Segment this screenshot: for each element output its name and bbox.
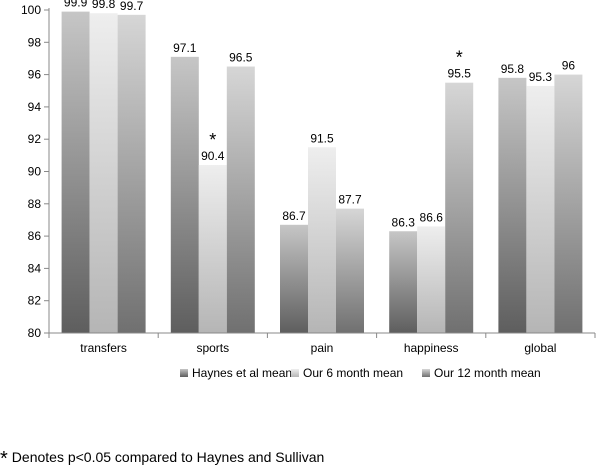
- y-tick-label: 88: [28, 197, 42, 211]
- x-axis: transfers sports pain happiness global: [48, 332, 596, 355]
- y-tick-label: 80: [28, 326, 42, 340]
- bar-pain-series-0: [280, 224, 308, 333]
- data-label: 90.4: [201, 149, 225, 163]
- footnote: * Denotes p<0.05 compared to Haynes and S…: [0, 448, 324, 471]
- bar-chart: 80 82 84 86 88 90 92 94 96 98 100 99.9 99.8 99.7 97.1…: [21, 0, 596, 380]
- bar-global-series-1: [526, 85, 555, 333]
- legend: Haynes et al mean Our 6 month mean Our 12 …: [180, 366, 541, 380]
- legend-swatch: [180, 369, 188, 377]
- bar-happiness-series-0: [389, 231, 418, 333]
- data-label: 96.5: [229, 51, 253, 65]
- data-label: 86.3: [392, 215, 416, 229]
- data-labels: 99.9 99.8 99.7 97.1 90.4 96.5 86.7 91.5 87.7 86.3…: [64, 0, 575, 229]
- data-label: 86.6: [420, 210, 444, 224]
- y-tick-label: 100: [21, 3, 41, 17]
- x-category-label: global: [524, 341, 556, 355]
- data-label: 87.7: [338, 193, 362, 207]
- y-tick-label: 92: [28, 132, 42, 146]
- y-tick-label: 96: [28, 68, 42, 82]
- data-label: 99.9: [64, 0, 88, 10]
- y-tick-label: 86: [28, 229, 42, 243]
- data-label: 95.5: [448, 67, 472, 81]
- bar-sports-series-2: [226, 66, 255, 334]
- significance-star: *: [209, 130, 216, 150]
- y-tick-label: 90: [28, 165, 42, 179]
- bar-pain-series-2: [336, 208, 364, 333]
- data-label: 99.7: [120, 0, 144, 13]
- legend-swatch: [422, 369, 430, 377]
- data-label: 99.8: [92, 0, 116, 11]
- data-label: 86.7: [282, 209, 306, 223]
- legend-entry: Our 6 month mean: [303, 366, 403, 380]
- y-axis: 80 82 84 86 88 90 92 94 96 98 100: [21, 3, 50, 340]
- y-tick-label: 82: [28, 294, 42, 308]
- bar-global-series-0: [498, 77, 527, 333]
- data-label: 91.5: [310, 131, 334, 145]
- annotations: **: [209, 48, 462, 150]
- bar-transfers-series-1: [89, 13, 118, 333]
- x-category-label: sports: [196, 341, 229, 355]
- bar-happiness-series-1: [417, 226, 446, 333]
- y-tick-label: 94: [28, 100, 42, 114]
- bar-sports-series-0: [170, 56, 199, 334]
- y-tick-label: 84: [28, 261, 42, 275]
- footnote-text: Denotes p<0.05 compared to Haynes and Su…: [11, 449, 325, 465]
- legend-entry: Our 12 month mean: [434, 366, 541, 380]
- data-label: 95.3: [529, 70, 553, 84]
- bar-sports-series-1: [198, 165, 227, 333]
- y-tick-label: 98: [28, 35, 42, 49]
- bar-transfers-series-0: [61, 11, 90, 334]
- bar-happiness-series-2: [445, 82, 474, 333]
- data-label: 96: [562, 59, 576, 73]
- x-category-label: pain: [311, 341, 334, 355]
- data-label: 95.8: [501, 62, 525, 76]
- legend-entry: Haynes et al mean: [192, 366, 292, 380]
- bar-pain-series-1: [308, 147, 336, 333]
- bar-transfers-series-2: [117, 14, 146, 333]
- bar-global-series-2: [554, 74, 583, 333]
- x-category-label: transfers: [80, 341, 127, 355]
- data-label: 97.1: [173, 41, 197, 55]
- legend-swatch: [291, 369, 299, 377]
- x-category-label: happiness: [404, 341, 459, 355]
- footnote-marker: *: [0, 448, 8, 470]
- bars: [61, 11, 583, 334]
- significance-star: *: [456, 48, 463, 68]
